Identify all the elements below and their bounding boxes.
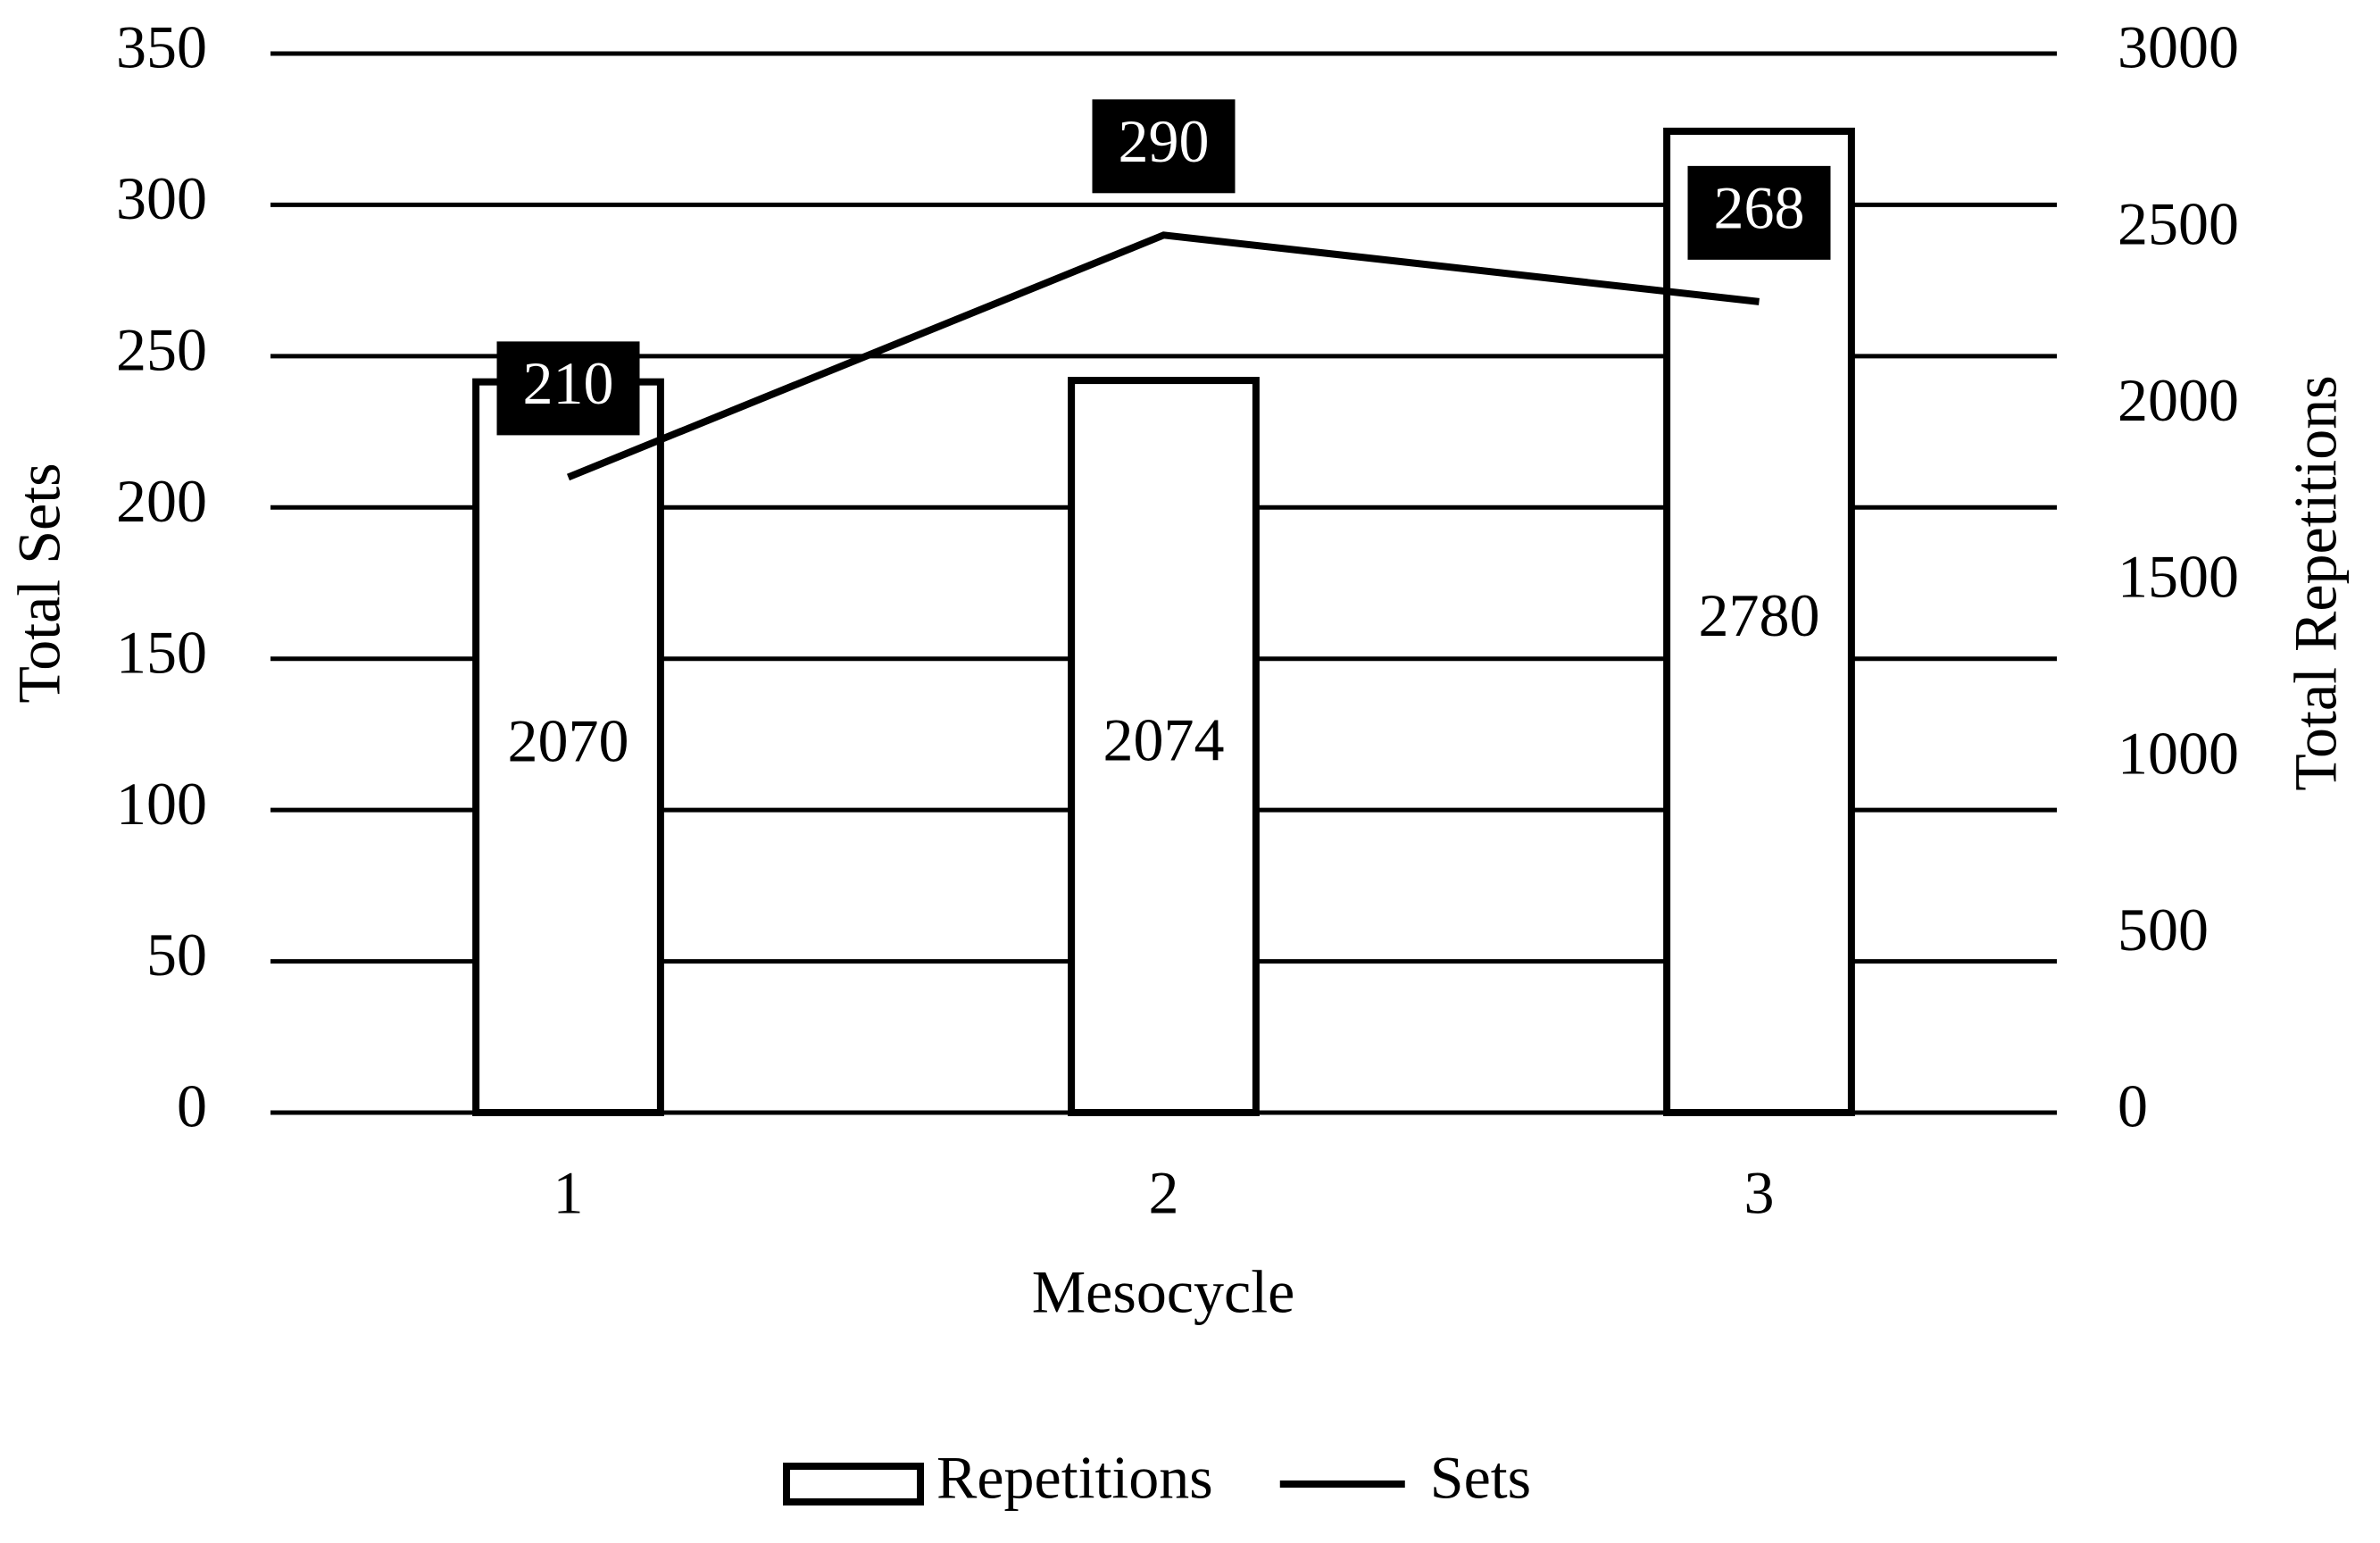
y-tick-label: 100 [116,770,207,838]
data-label-box [496,341,640,436]
line-value-label: 210 [523,349,614,417]
bar [1068,377,1260,1116]
bar-value-label: 2780 [1699,581,1820,649]
x-axis-title: Mesocycle [1032,1258,1295,1326]
y-tick-label: 300 [116,164,207,232]
line-value-label: 268 [1714,173,1805,241]
bar-value-label: 2074 [1103,706,1225,774]
legend-label: Repetitions [936,1444,1213,1512]
y2-tick-label: 1000 [2118,719,2239,787]
data-label-box [1092,99,1236,194]
x-tick-label: 1 [553,1159,584,1227]
y-tick-label: 200 [116,467,207,535]
x-tick-label: 2 [1149,1159,1179,1227]
x-tick-label: 3 [1744,1159,1775,1227]
line-value-label: 290 [1119,107,1210,175]
data-label-box [1687,165,1831,260]
y2-tick-label: 1500 [2118,543,2239,611]
y2-tick-label: 2000 [2118,366,2239,434]
y-axis-title: Total Sets [5,463,73,703]
legend-label: Sets [1430,1444,1531,1512]
y-tick-label: 250 [116,315,207,383]
line [566,231,1760,481]
y2-tick-label: 0 [2118,1072,2148,1140]
y2-axis-title: Total Repetitions [2282,375,2350,791]
y2-tick-label: 2500 [2118,189,2239,257]
y2-tick-label: 500 [2118,896,2209,963]
legend-swatch [783,1463,924,1505]
bar-value-label: 2070 [508,706,629,774]
y-tick-label: 0 [177,1072,207,1140]
y2-tick-label: 3000 [2118,13,2239,81]
y-tick-label: 150 [116,618,207,686]
bar [472,378,664,1117]
y-tick-label: 350 [116,13,207,81]
y-tick-label: 50 [146,921,207,988]
